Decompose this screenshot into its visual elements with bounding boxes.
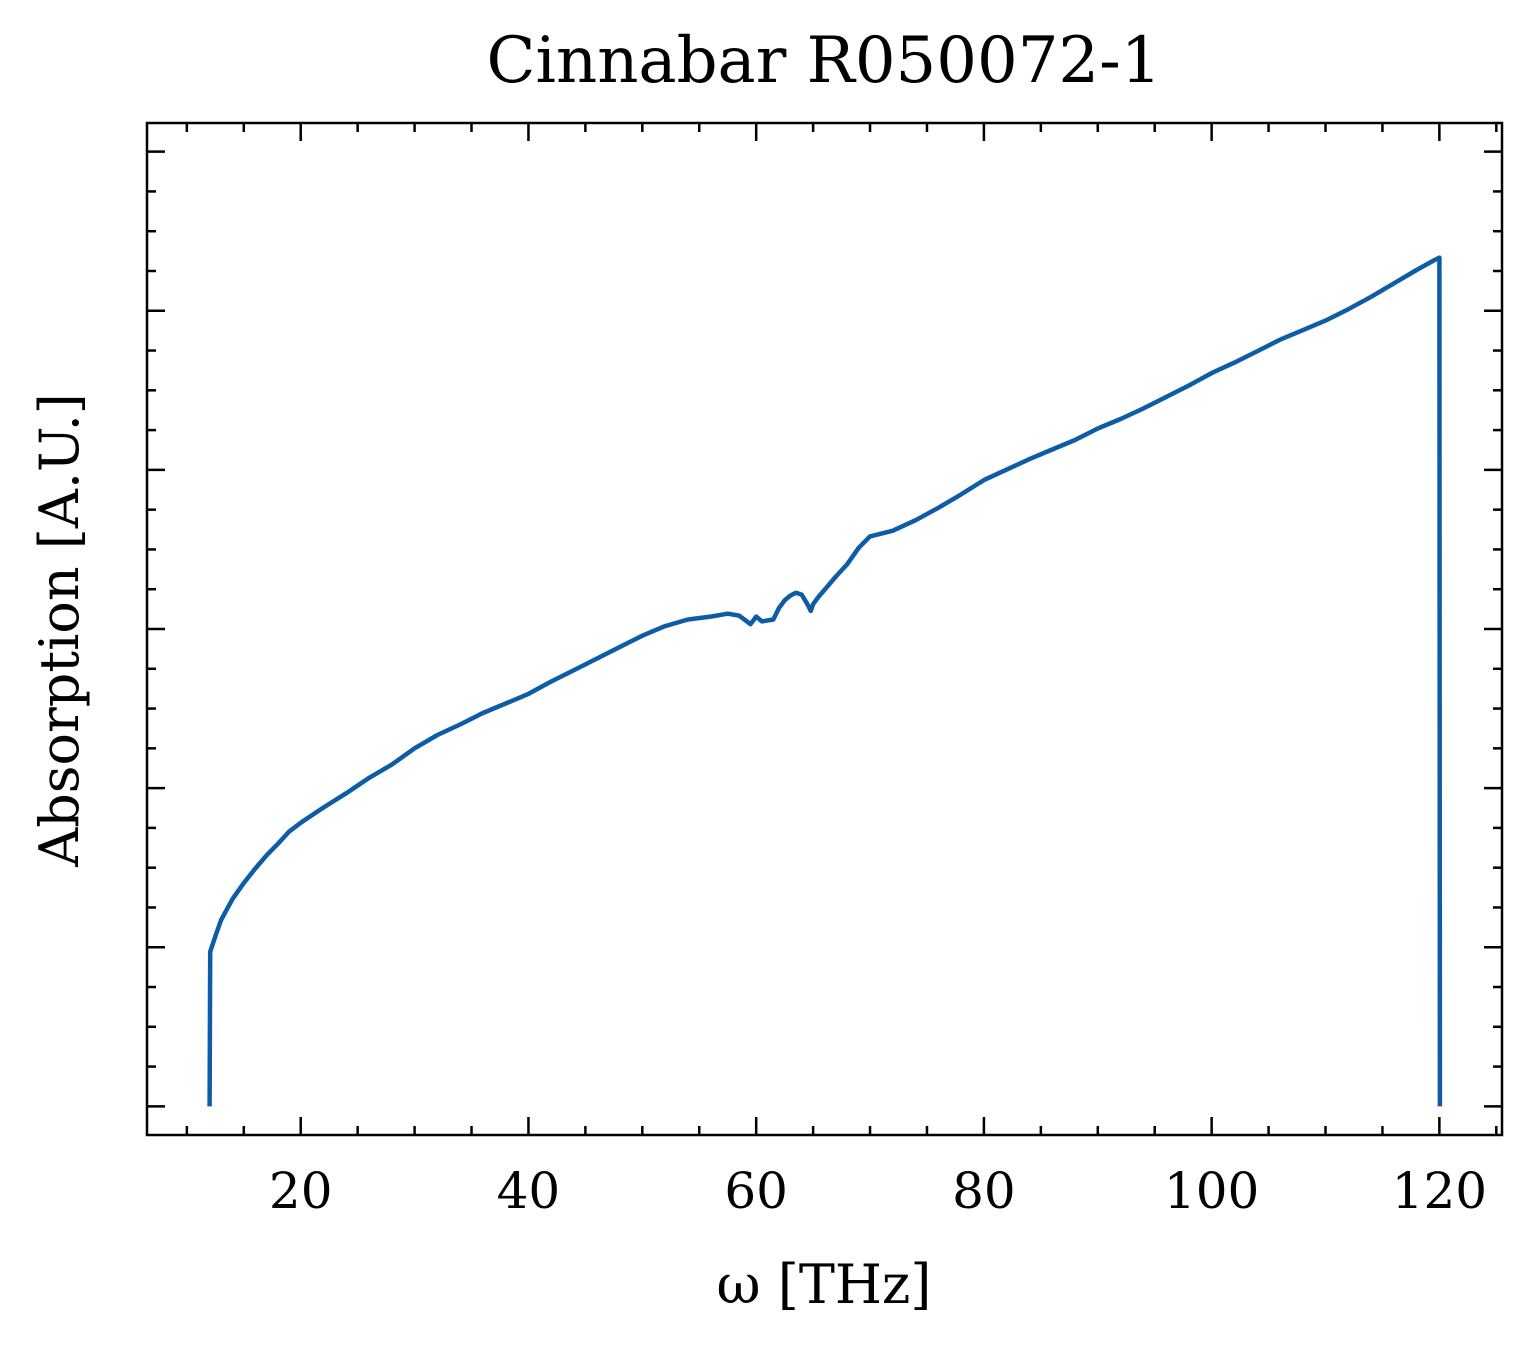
- x-tick-label: 40: [497, 1162, 561, 1220]
- x-ticks: [185, 123, 1498, 1135]
- y-ticks: [147, 150, 1502, 1108]
- x-tick-label: 20: [269, 1162, 333, 1220]
- series-line: [207, 255, 1443, 1107]
- x-tick-label: 60: [724, 1162, 788, 1220]
- x-tick-label: 120: [1392, 1162, 1487, 1220]
- x-tick-label: 100: [1164, 1162, 1259, 1220]
- x-tick-labels: 20 40 60 80 100 120: [269, 1162, 1487, 1220]
- y-axis-label: Absorption [A.U.]: [28, 393, 91, 868]
- chart-title: Cinnabar R050072-1: [487, 24, 1162, 98]
- x-axis-label: ω [THz]: [717, 1253, 932, 1316]
- plot-frame: [145, 121, 1504, 1137]
- x-tick-label: 80: [952, 1162, 1016, 1220]
